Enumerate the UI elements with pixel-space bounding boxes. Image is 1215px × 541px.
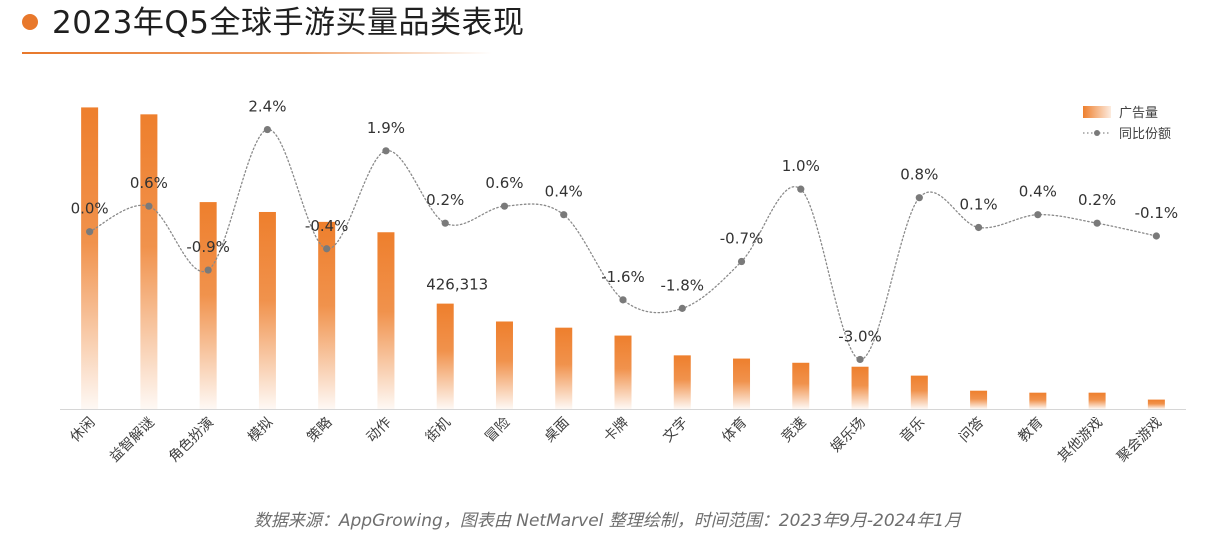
line-point-桌面 bbox=[560, 211, 568, 219]
line-point-其他游戏 bbox=[1093, 219, 1101, 227]
bar-data-label: 426,313 bbox=[426, 276, 488, 294]
line-data-label: -1.8% bbox=[660, 276, 704, 294]
line-point-模拟 bbox=[263, 125, 272, 134]
line-point-教育 bbox=[1034, 211, 1042, 219]
bar-休闲 bbox=[81, 107, 99, 409]
share-trend-line bbox=[88, 128, 1158, 361]
legend-line-marker bbox=[1094, 130, 1100, 136]
line-data-label: 0.2% bbox=[426, 191, 464, 209]
x-tick-label: 策略 bbox=[304, 414, 336, 446]
line-data-label: 1.0% bbox=[782, 157, 820, 175]
bar-问答 bbox=[970, 390, 988, 409]
line-data-label: -3.0% bbox=[838, 327, 882, 345]
line-data-label: -0.1% bbox=[1135, 204, 1179, 222]
x-tick-label: 聚会游戏 bbox=[1114, 415, 1165, 466]
line-data-label: 0.6% bbox=[485, 174, 523, 192]
line-data-label: -0.4% bbox=[305, 217, 349, 235]
title-underline bbox=[22, 52, 492, 54]
x-tick-label: 其他游戏 bbox=[1055, 415, 1106, 466]
line-point-问答 bbox=[974, 223, 983, 232]
line-point-街机 bbox=[441, 219, 449, 227]
chart-header: 2023年Q5全球手游买量品类表现 bbox=[0, 0, 1215, 60]
bar-卡牌 bbox=[614, 335, 632, 409]
bar-策略 bbox=[318, 221, 336, 409]
x-tick-label: 竞速 bbox=[778, 414, 810, 446]
line-point-策略 bbox=[323, 245, 331, 253]
line-data-label: 0.4% bbox=[1019, 183, 1057, 201]
x-tick-label: 益智解谜 bbox=[107, 415, 158, 466]
bar-角色扮演 bbox=[199, 202, 217, 409]
bar-音乐 bbox=[910, 375, 928, 409]
line-data-label: -1.6% bbox=[601, 268, 645, 286]
line-data-label: 0.0% bbox=[71, 200, 109, 218]
x-tick-label: 问答 bbox=[956, 414, 988, 446]
bar-其他游戏 bbox=[1088, 392, 1106, 409]
page-title: 2023年Q5全球手游买量品类表现 bbox=[52, 5, 525, 41]
bar-体育 bbox=[733, 358, 751, 409]
line-point-文字 bbox=[678, 304, 686, 312]
line-data-label: 2.4% bbox=[248, 98, 286, 116]
line-point-娱乐场 bbox=[856, 355, 864, 364]
legend-label-bar: 广告量 bbox=[1119, 106, 1158, 121]
x-tick-label: 动作 bbox=[364, 415, 395, 446]
bar-娱乐场 bbox=[851, 366, 869, 409]
line-point-益智解谜 bbox=[145, 202, 153, 210]
x-tick-label: 桌面 bbox=[541, 415, 572, 446]
x-tick-label: 冒险 bbox=[482, 415, 513, 446]
line-point-体育 bbox=[737, 257, 746, 266]
bar-动作 bbox=[377, 232, 395, 409]
line-point-休闲 bbox=[86, 228, 94, 236]
x-tick-label: 卡牌 bbox=[600, 414, 632, 446]
chart-svg: 426,313 0.0% 0.6% -0.9% 2.4% -0.4% 1.9% 0.2% 0.6… bbox=[60, 98, 1186, 466]
line-point-卡牌 bbox=[619, 296, 627, 304]
x-tick-label: 娱乐场 bbox=[828, 415, 869, 456]
bar-冒险 bbox=[495, 321, 513, 409]
x-tick-label: 模拟 bbox=[245, 415, 276, 446]
x-tick-label: 休闲 bbox=[67, 415, 98, 446]
line-data-label: 0.2% bbox=[1078, 191, 1116, 209]
bar-街机 bbox=[436, 303, 454, 409]
x-tick-label: 街机 bbox=[423, 415, 454, 446]
title-bullet-icon bbox=[22, 14, 38, 30]
legend-bar-swatch bbox=[1083, 106, 1111, 118]
bar-模拟 bbox=[258, 211, 276, 409]
x-tick-label: 文字 bbox=[660, 415, 691, 446]
line-point-冒险 bbox=[500, 202, 509, 210]
x-tick-label: 体育 bbox=[719, 415, 750, 446]
line-data-label: 1.9% bbox=[367, 119, 405, 137]
line-point-音乐 bbox=[915, 194, 923, 202]
line-point-聚会游戏 bbox=[1152, 232, 1160, 240]
legend-label-line: 同比份额 bbox=[1119, 127, 1171, 142]
bar-竞速 bbox=[792, 362, 810, 409]
bar-文字 bbox=[673, 355, 691, 409]
line-point-角色扮演 bbox=[204, 266, 212, 274]
line-point-动作 bbox=[382, 147, 390, 155]
x-tick-label: 教育 bbox=[1016, 415, 1047, 446]
line-data-label: 0.1% bbox=[960, 195, 998, 213]
x-tick-label: 角色扮演 bbox=[165, 414, 217, 466]
line-data-label: 0.4% bbox=[545, 183, 583, 201]
line-data-label: 0.6% bbox=[130, 174, 168, 192]
line-data-label: -0.9% bbox=[186, 238, 230, 256]
data-source-note: 数据来源：AppGrowing，图表由 NetMarvel 整理绘制，时间范围：… bbox=[253, 511, 962, 531]
combo-chart: 426,313 0.0% 0.6% -0.9% 2.4% -0.4% 1.9% 0.2% 0.6… bbox=[0, 60, 1215, 500]
bar-教育 bbox=[1029, 392, 1047, 409]
line-data-label: 0.8% bbox=[900, 166, 938, 184]
bar-聚会游戏 bbox=[1147, 399, 1165, 409]
bar-益智解谜 bbox=[140, 114, 158, 410]
bar-桌面 bbox=[555, 327, 573, 409]
line-point-竞速 bbox=[797, 185, 805, 193]
line-data-label: -0.7% bbox=[720, 230, 764, 248]
x-tick-label: 音乐 bbox=[896, 414, 928, 446]
